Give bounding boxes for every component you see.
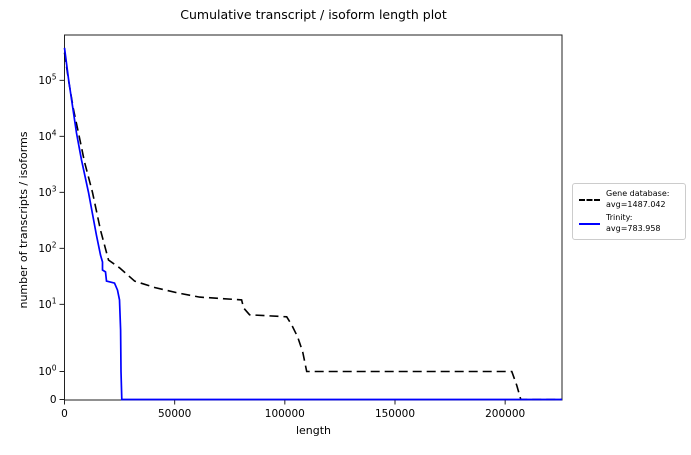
y-tick-label: 102	[38, 240, 56, 255]
y-tick-label: 100	[38, 364, 56, 379]
legend-entry-text: Gene database: avg=1487.042	[606, 189, 669, 210]
legend-entry-text: Trinity: avg=783.958	[606, 213, 661, 234]
solid-line-icon	[579, 222, 600, 225]
x-tick-label: 50000	[158, 408, 191, 420]
series-line-trinity	[63, 47, 562, 401]
legend-avg: avg=783.958	[606, 223, 661, 233]
dashed-line-icon	[579, 198, 600, 201]
y-tick-label: 105	[38, 72, 56, 87]
y-tick-label: 101	[38, 296, 56, 311]
plot-frame	[64, 34, 563, 401]
legend: Gene database: avg=1487.042 Trinity: avg…	[572, 183, 686, 240]
chart-title: Cumulative transcript / isoform length p…	[180, 7, 447, 22]
x-axis-label: length	[295, 424, 332, 437]
x-tick-label: 100000	[265, 408, 305, 420]
legend-avg: avg=1487.042	[606, 199, 666, 209]
legend-entry-gene-database: Gene database: avg=1487.042	[579, 189, 680, 210]
x-tick-label: 200000	[485, 408, 525, 420]
legend-label: Gene database:	[606, 189, 670, 198]
y-tick-label: 0	[50, 394, 57, 406]
y-tick-label: 104	[38, 128, 56, 143]
legend-label: Trinity:	[606, 213, 633, 222]
y-axis-label: number of transcripts / isoforms	[17, 131, 30, 309]
x-tick-label: 150000	[375, 408, 415, 420]
x-tick-label: 0	[61, 408, 68, 420]
legend-entry-trinity: Trinity: avg=783.958	[579, 213, 680, 234]
series-line-gene-database	[63, 52, 562, 401]
y-tick-label: 103	[38, 184, 56, 199]
